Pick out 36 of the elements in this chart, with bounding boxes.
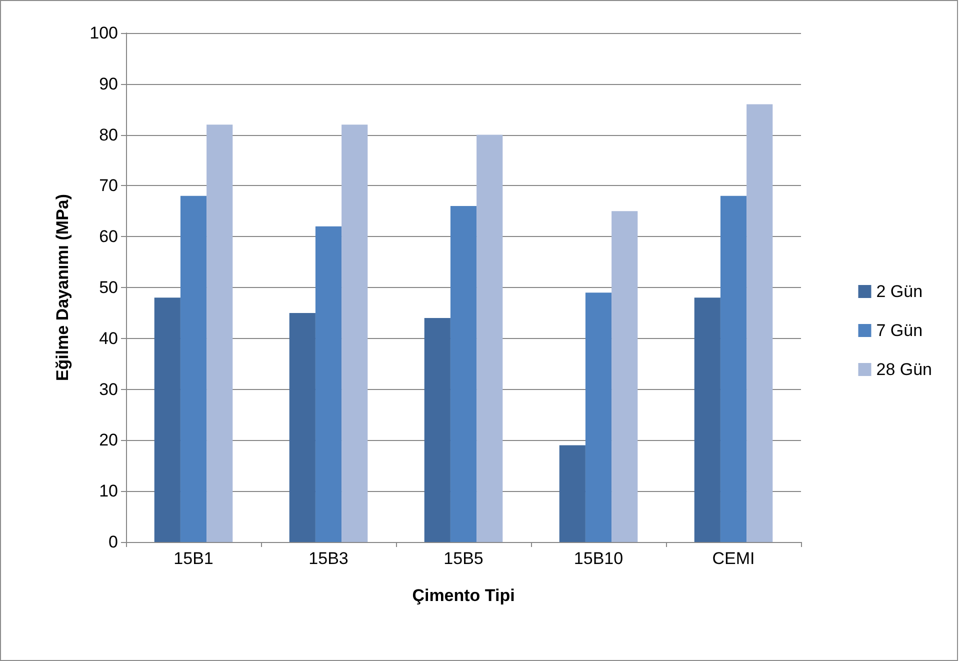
bar [206,124,233,542]
y-tick-label: 80 [99,125,118,144]
x-axis-title: Çimento Tipi [412,586,515,605]
bar [154,298,180,542]
y-tick-label: 100 [90,24,118,42]
bar [720,196,747,542]
bar [424,318,450,542]
y-tick-label: 0 [108,532,118,552]
x-tick-label: CEMI [712,549,755,568]
bar [180,196,207,542]
y-tick-label: 60 [99,227,118,246]
y-tick-label: 70 [99,176,118,196]
bar [315,226,342,542]
legend-label: 2 Gün [876,282,923,301]
x-tick-label: 15B1 [174,549,214,568]
y-tick-label: 50 [99,278,118,297]
y-tick-label: 20 [99,430,118,450]
bar [559,445,586,542]
y-tick-label: 90 [99,74,118,94]
x-tick-label: 15B5 [444,549,484,568]
bar [585,292,612,542]
y-tick-label: 30 [99,380,118,399]
y-tick-label: 40 [99,328,118,348]
bar [694,298,720,542]
x-tick-label: 15B10 [574,549,624,568]
bar [746,104,773,542]
legend-label: 28 Gün [876,360,932,379]
x-tick-label: 15B3 [308,549,348,568]
y-tick-label: 10 [99,482,118,501]
bar [289,312,316,542]
bar [342,124,368,542]
bar [450,206,477,542]
y-axis-title: Eğilme Dayanımı (MPa) [53,194,72,382]
bar [612,211,638,542]
bar [476,134,503,542]
legend-label: 7 Gün [876,321,923,340]
